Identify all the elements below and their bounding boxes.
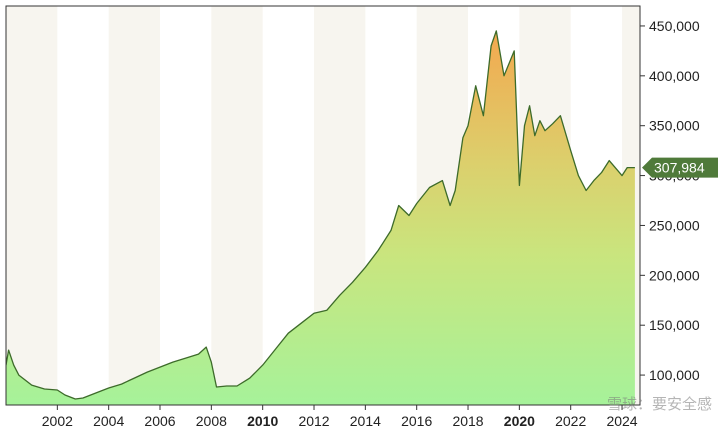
x-tick-label: 2022 — [555, 413, 586, 429]
grid-band — [211, 6, 263, 405]
series-area — [6, 30, 635, 405]
last-value-label: 307,984 — [654, 160, 705, 176]
y-tick-label: 150,000 — [649, 317, 700, 333]
y-tick-label: 450,000 — [649, 18, 700, 34]
x-tick-label: 2008 — [196, 413, 227, 429]
watermark-text: 雪球：要安全感 — [606, 395, 712, 413]
x-tick-label: 2020 — [504, 413, 535, 429]
x-tick-label: 2012 — [298, 413, 329, 429]
x-tick-label: 2014 — [350, 413, 381, 429]
series-line — [6, 30, 635, 400]
last-value-layer: 307,984 — [642, 157, 718, 178]
y-tick-label: 200,000 — [649, 267, 700, 283]
x-tick-label: 2010 — [247, 413, 278, 429]
last-value-marker — [642, 157, 718, 178]
x-axis: 2002 2004 2006 2008 2010 2012 2014 2016 2018 2020… — [42, 405, 638, 429]
grid-band — [108, 6, 161, 405]
y-tick-label: 350,000 — [649, 118, 700, 134]
x-tick-label: 2016 — [401, 413, 432, 429]
grid-band — [6, 6, 58, 405]
y-tick-label: 250,000 — [649, 217, 700, 233]
x-tick-label: 2018 — [452, 413, 483, 429]
plot-frame — [5, 5, 641, 406]
x-tick-label: 2004 — [93, 413, 124, 429]
y-tick-label: 400,000 — [649, 68, 700, 84]
x-tick-label: 2006 — [144, 413, 175, 429]
y-axis: 450,000400,000350,000300,000250,000200,0… — [640, 18, 700, 383]
x-tick-label: 2002 — [42, 413, 73, 429]
y-tick-label: 100,000 — [649, 367, 700, 383]
x-tick-label: 2024 — [606, 413, 637, 429]
series-layer — [6, 30, 635, 405]
